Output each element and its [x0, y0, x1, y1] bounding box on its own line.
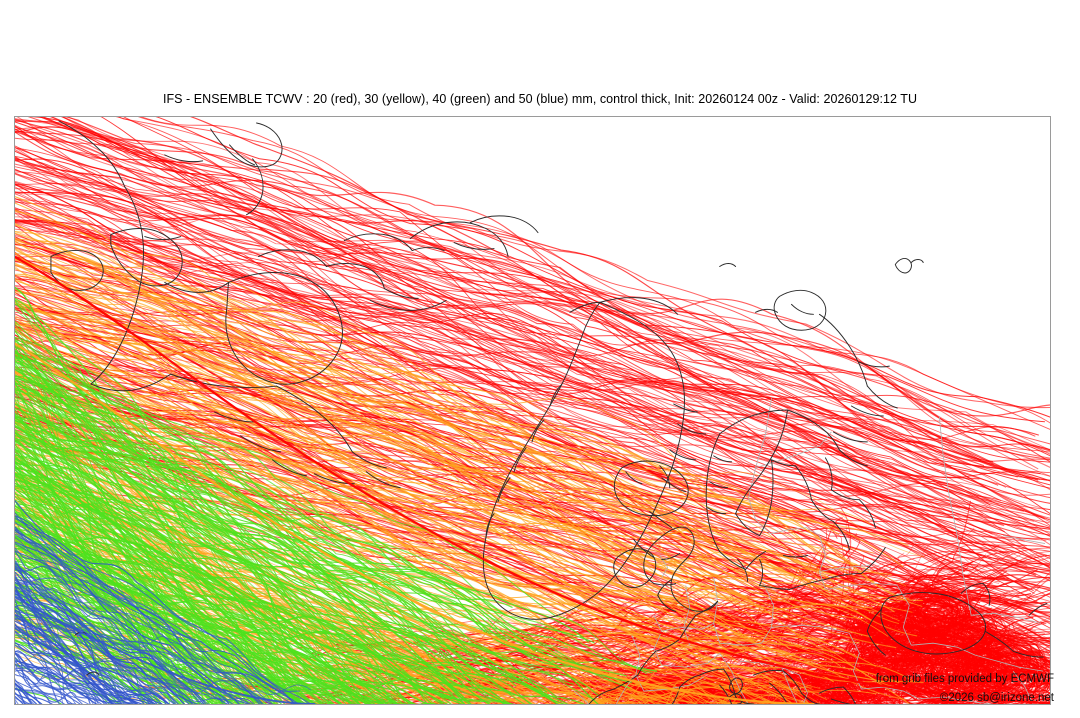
- credit-copyright: ©2026 sb@irizone.net: [939, 692, 1054, 704]
- chart-title: IFS - ENSEMBLE TCWV : 20 (red), 30 (yell…: [162, 92, 918, 106]
- map-plot-area: [14, 116, 1051, 705]
- contour-group-50mm: [15, 500, 312, 704]
- control-member-contours: [15, 255, 1050, 704]
- coastlines: [50, 120, 1048, 704]
- map-canvas: [15, 117, 1050, 704]
- credit-source: from grib files provided by ECMWF: [875, 673, 1054, 685]
